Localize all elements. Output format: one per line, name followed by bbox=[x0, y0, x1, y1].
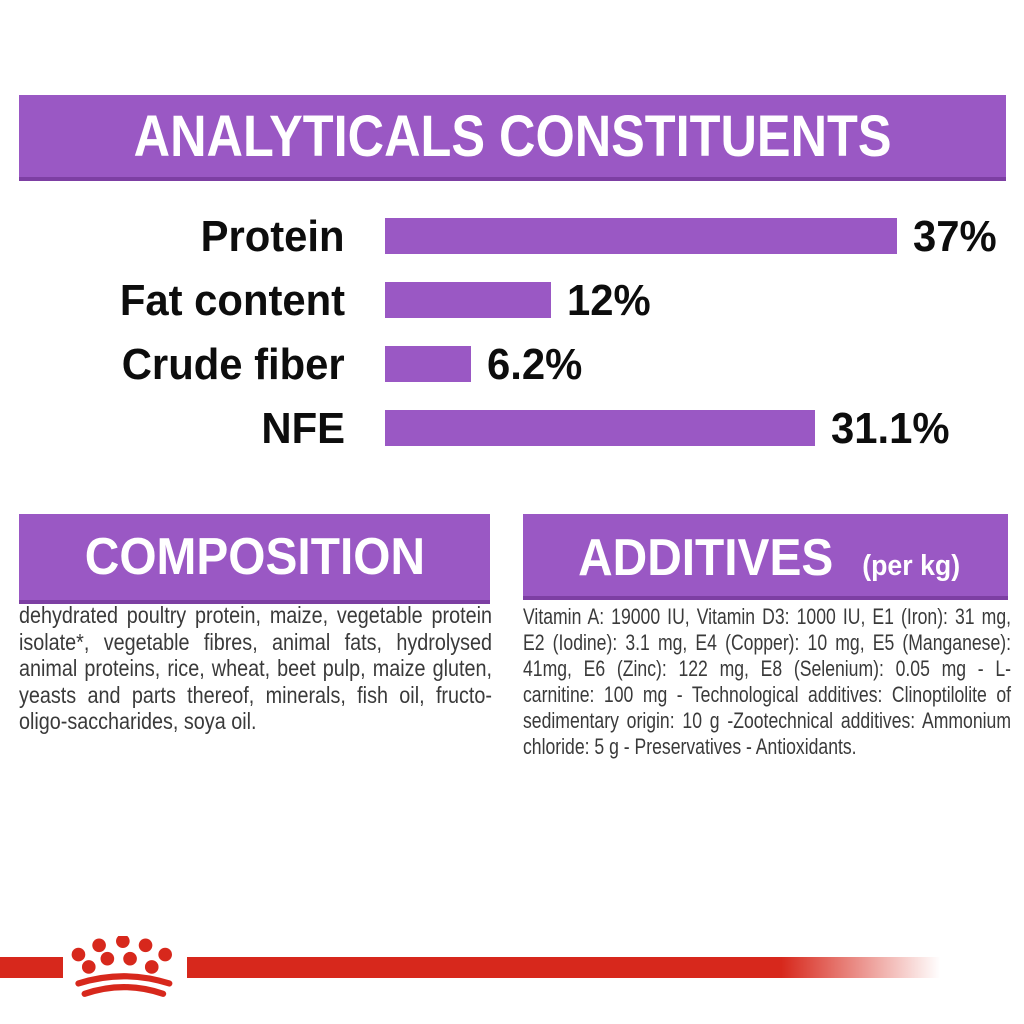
brand-line-right bbox=[187, 957, 1024, 978]
brand-line-left bbox=[0, 957, 63, 978]
chart-value-label: 12% bbox=[567, 276, 651, 325]
chart-bar bbox=[385, 410, 815, 446]
chart-row: NFE 31.1% bbox=[0, 404, 1024, 453]
chart-value-label: 37% bbox=[913, 212, 997, 261]
chart-bar bbox=[385, 346, 471, 382]
additives-banner: ADDITIVES (per kg) bbox=[523, 514, 1008, 600]
chart-category-label: Protein bbox=[201, 212, 345, 261]
royal-canin-crown-icon bbox=[71, 936, 173, 997]
chart-value-label: 31.1% bbox=[831, 404, 950, 453]
chart-row: Fat content 12% bbox=[0, 276, 1024, 325]
chart-row: Protein 37% bbox=[0, 212, 1024, 261]
composition-title: COMPOSITION bbox=[84, 528, 425, 586]
additives-unit-suffix: (per kg) bbox=[862, 550, 961, 582]
composition-text: dehydrated poultry protein, maize, veget… bbox=[19, 602, 492, 734]
additives-text: Vitamin A: 19000 IU, Vitamin D3: 1000 IU… bbox=[523, 604, 1011, 759]
chart-bar bbox=[385, 282, 551, 318]
composition-banner: COMPOSITION bbox=[19, 514, 490, 604]
chart-category-label: Crude fiber bbox=[122, 340, 345, 389]
chart-value-label: 6.2% bbox=[487, 340, 583, 389]
chart-category-label: NFE bbox=[261, 404, 345, 453]
analyticals-title: ANALYTICALS CONSTITUENTS bbox=[133, 103, 892, 169]
chart-category-label: Fat content bbox=[119, 276, 345, 325]
chart-row: Crude fiber 6.2% bbox=[0, 340, 1024, 389]
additives-title: ADDITIVES bbox=[577, 529, 833, 587]
chart-bar bbox=[385, 218, 897, 254]
analyticals-banner: ANALYTICALS CONSTITUENTS bbox=[19, 95, 1006, 181]
